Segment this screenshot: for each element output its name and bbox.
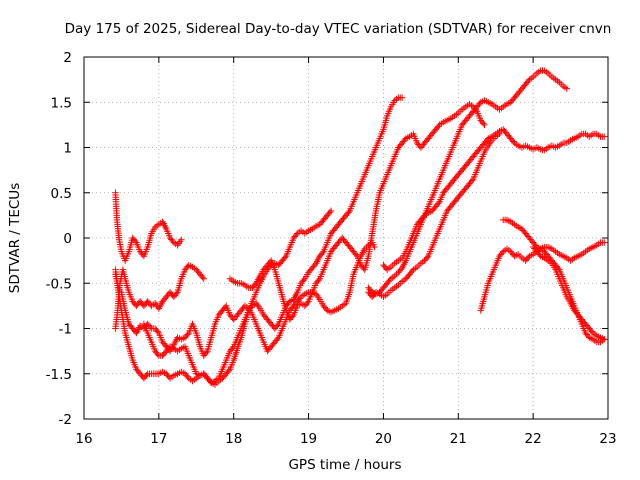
series-trace-4 <box>112 94 406 386</box>
data-point <box>292 231 300 239</box>
data-point <box>524 77 532 85</box>
data-point <box>397 266 405 273</box>
y-tick-label: -1.5 <box>46 367 72 383</box>
data-point <box>173 290 180 298</box>
data-point <box>146 323 154 331</box>
data-point <box>563 85 571 92</box>
x-axis-tick-labels: 16 17 18 19 20 21 22 23 <box>75 431 616 447</box>
data-point <box>199 274 206 281</box>
series-trace-5 <box>140 207 335 388</box>
data-point <box>274 322 281 329</box>
data-point <box>435 200 442 207</box>
x-tick-label: 19 <box>300 431 317 447</box>
data-point <box>345 209 352 216</box>
data-point <box>601 336 608 343</box>
series-trace-11 <box>500 216 608 346</box>
series-trace-8 <box>380 126 608 273</box>
chart-title: Day 175 of 2025, Sidereal Day-to-day VTE… <box>65 21 612 37</box>
data-point <box>251 281 259 288</box>
data-point <box>184 331 191 338</box>
y-tick-label: 0.5 <box>51 186 72 202</box>
data-point <box>178 236 185 244</box>
series-trace-12 <box>529 243 608 343</box>
series-trace-6 <box>226 100 488 323</box>
x-axis-label: GPS time / hours <box>288 457 401 473</box>
data-point <box>184 373 191 380</box>
data-point <box>131 237 139 245</box>
x-tick-label: 20 <box>375 431 392 447</box>
data-point <box>601 239 608 246</box>
data-point <box>423 254 431 261</box>
data-point <box>300 277 307 284</box>
x-tick-label: 23 <box>599 431 616 447</box>
plot-frame <box>83 56 609 420</box>
data-point <box>274 335 281 343</box>
y-tick-label: 0 <box>63 231 72 247</box>
data-point <box>311 261 319 269</box>
data-point <box>169 237 176 245</box>
y-tick-label: -0.5 <box>46 276 72 292</box>
x-tick-label: 22 <box>525 431 542 447</box>
data-point <box>468 177 476 184</box>
series-trace-1 <box>112 189 185 264</box>
x-tick-label: 17 <box>150 431 167 447</box>
data-point <box>296 295 304 302</box>
series-trace-9 <box>365 130 503 301</box>
y-tick-label: 1.5 <box>51 95 72 111</box>
y-axis-tick-labels: -2 -1.5 -1 -0.5 0 0.5 1 1.5 2 <box>46 50 72 428</box>
data-point <box>420 213 427 221</box>
data-point <box>200 275 207 282</box>
data-point <box>352 251 360 258</box>
data-point <box>319 249 326 257</box>
data-point <box>398 94 406 101</box>
data-point <box>143 372 150 379</box>
y-tick-label: -2 <box>59 412 72 428</box>
data-series <box>112 67 608 388</box>
data-point <box>386 277 393 284</box>
y-tick-label: 2 <box>63 50 72 66</box>
data-point <box>203 349 210 356</box>
data-point <box>435 123 442 130</box>
y-axis-label: SDTVAR / TECUs <box>7 183 23 293</box>
data-point <box>304 299 311 307</box>
data-point <box>509 138 517 145</box>
series-trace-3 <box>112 239 378 359</box>
data-point <box>326 209 333 216</box>
data-point <box>408 267 416 275</box>
x-tick-label: 16 <box>75 431 92 447</box>
data-point <box>154 350 161 358</box>
data-point <box>315 277 322 284</box>
data-point <box>498 249 506 257</box>
data-point <box>601 133 608 140</box>
data-point <box>225 367 232 374</box>
y-tick-label: 1 <box>63 141 72 157</box>
data-point <box>496 130 503 138</box>
data-point <box>481 121 488 129</box>
data-point <box>154 328 161 335</box>
data-point <box>281 254 289 261</box>
data-point <box>327 207 335 215</box>
x-tick-label: 18 <box>225 431 242 447</box>
data-point <box>289 313 296 320</box>
x-tick-label: 21 <box>450 431 467 447</box>
y-tick-label: -1 <box>59 322 72 338</box>
data-point <box>588 328 595 335</box>
data-point <box>480 120 487 127</box>
